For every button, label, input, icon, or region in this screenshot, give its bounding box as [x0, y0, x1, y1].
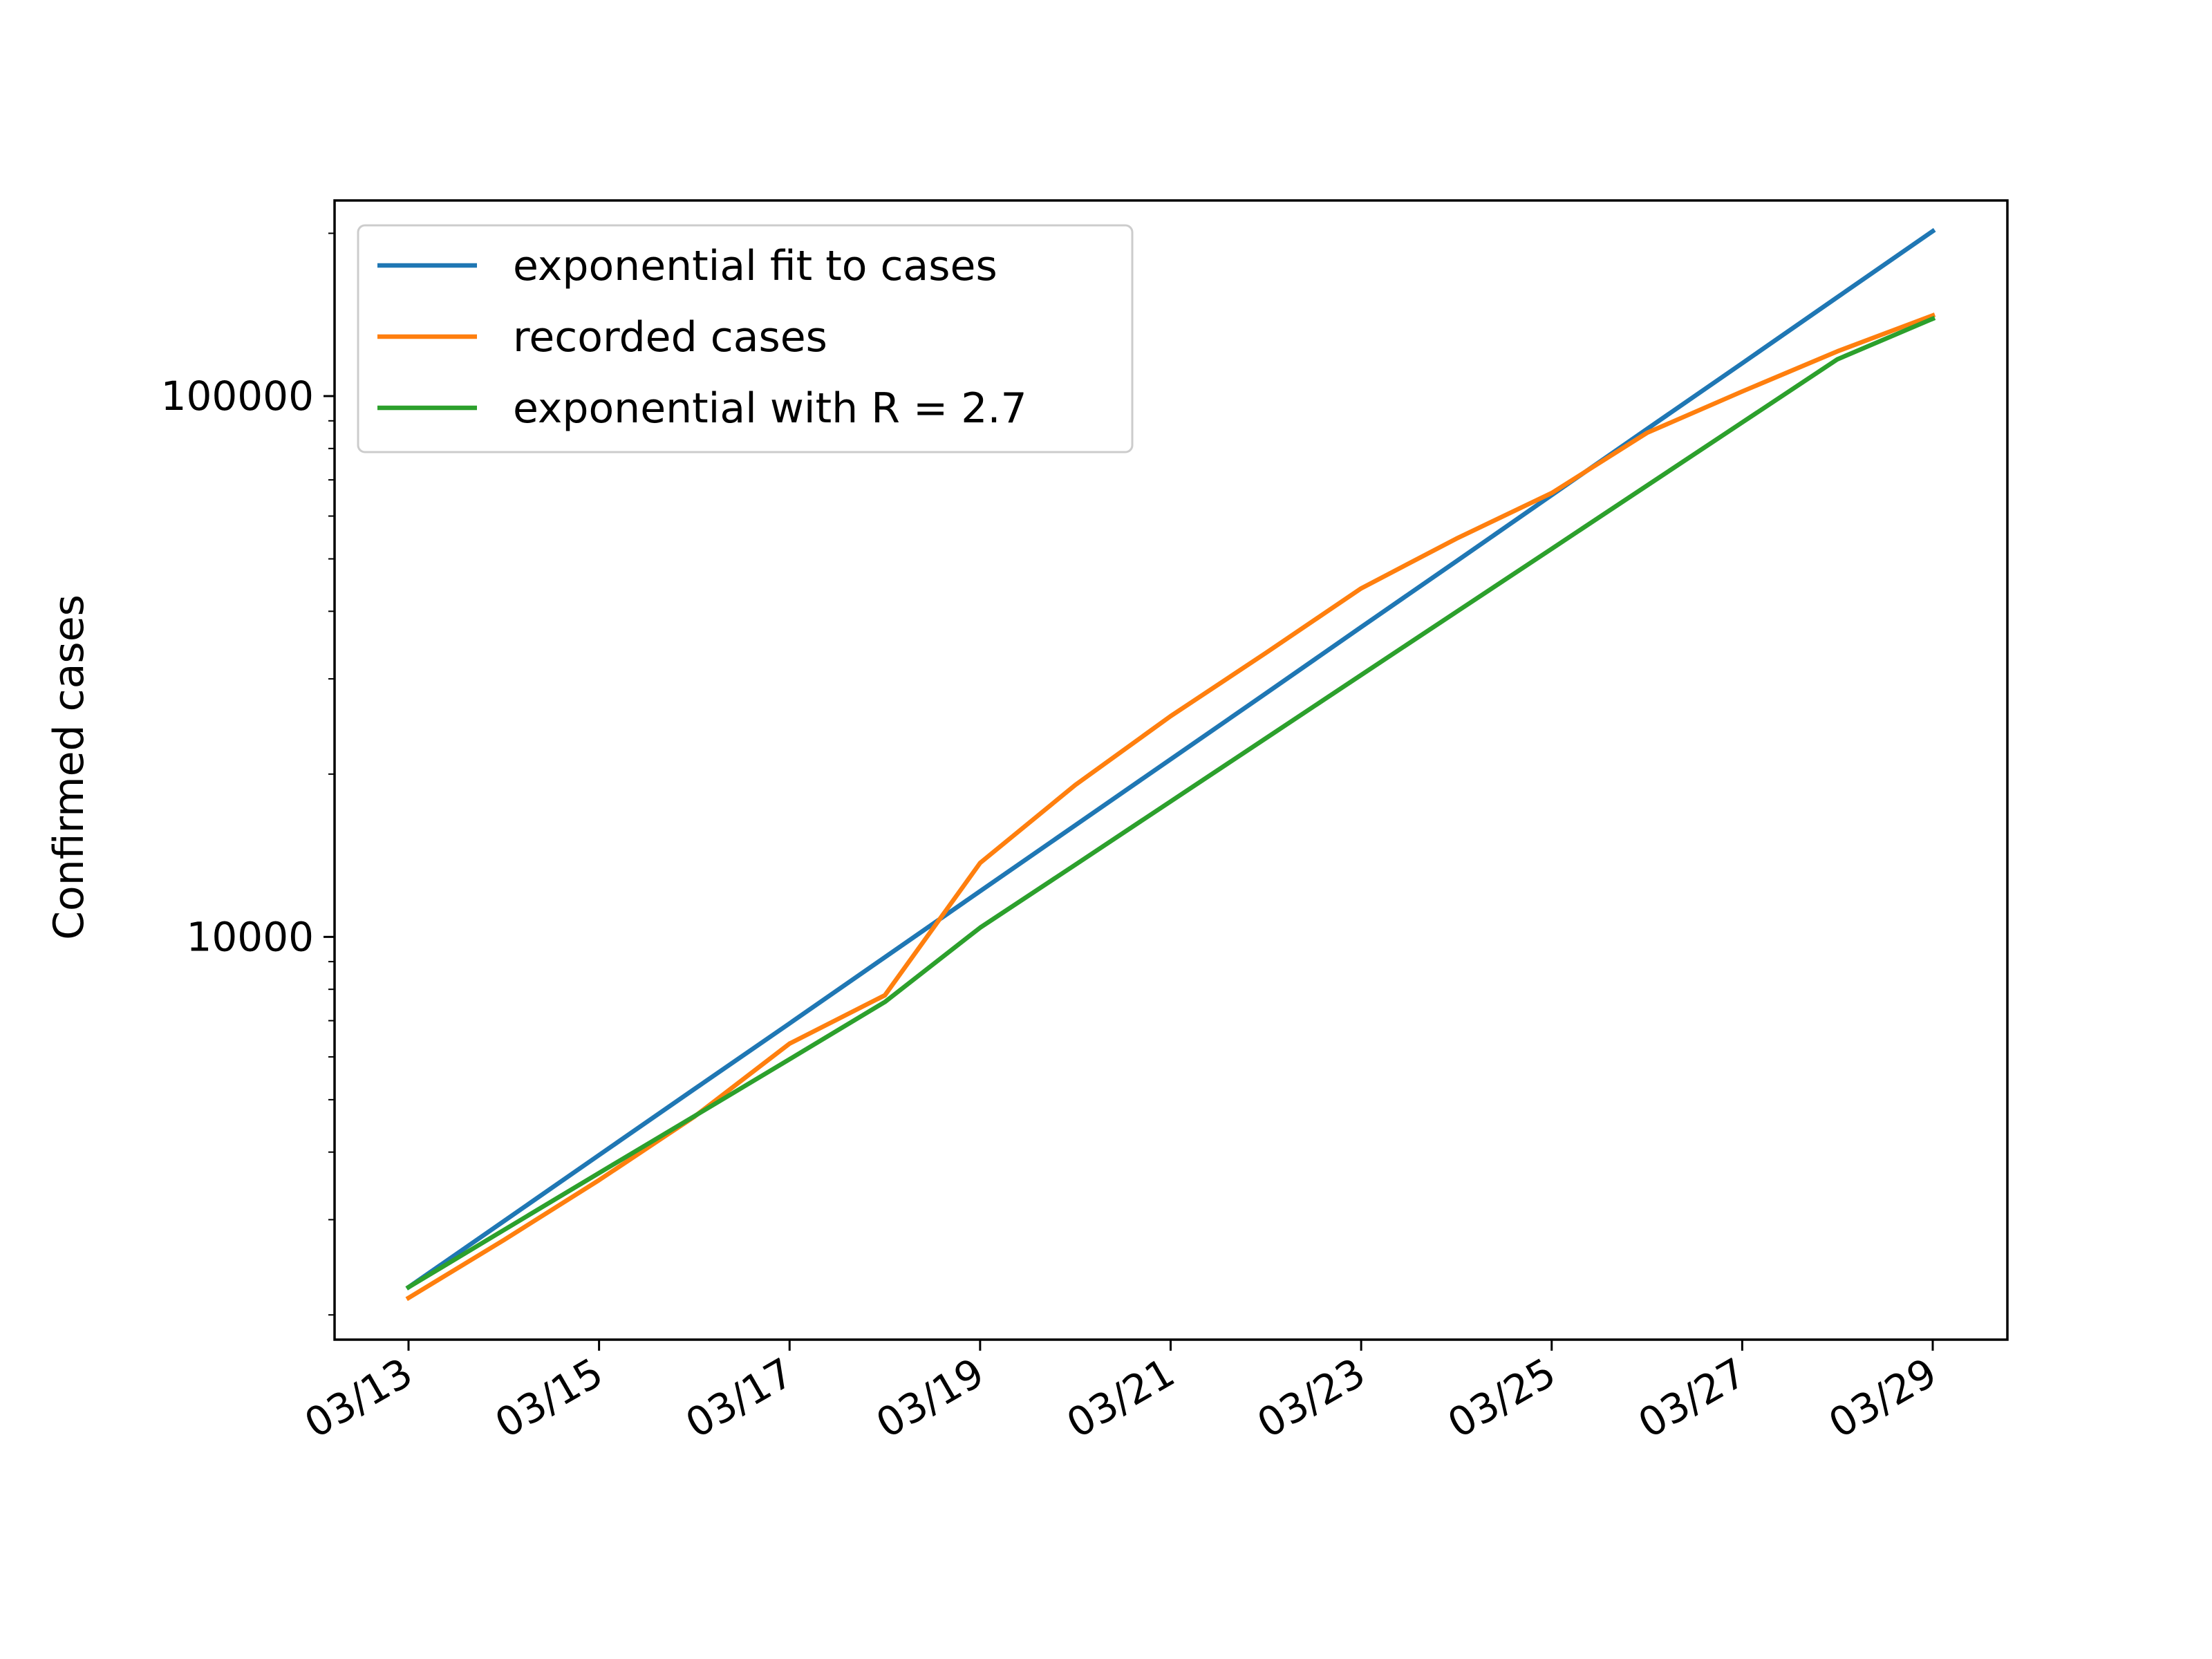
- legend-box: [357, 224, 1134, 453]
- legend-label-exponential-fit-to-cases: exponential fit to cases: [513, 242, 997, 290]
- series-layer: [405, 227, 1936, 1302]
- legend-label-exponential-with-r-2-7: exponential with R = 2.7: [513, 384, 1027, 433]
- legend: exponential fit to cases recorded cases ex…: [357, 224, 1134, 453]
- series-line-recorded-cases: [405, 312, 1936, 1302]
- y-tick-label-10000: 10000: [186, 913, 314, 960]
- y-axis-label: Confirmed cases: [45, 594, 93, 940]
- y-tick-label-100000: 100000: [161, 373, 314, 420]
- series-line-exponential-with-r-2-7: [405, 315, 1936, 1291]
- series-line-exponential-fit-to-cases: [405, 227, 1936, 1291]
- legend-label-recorded-cases: recorded cases: [513, 313, 827, 362]
